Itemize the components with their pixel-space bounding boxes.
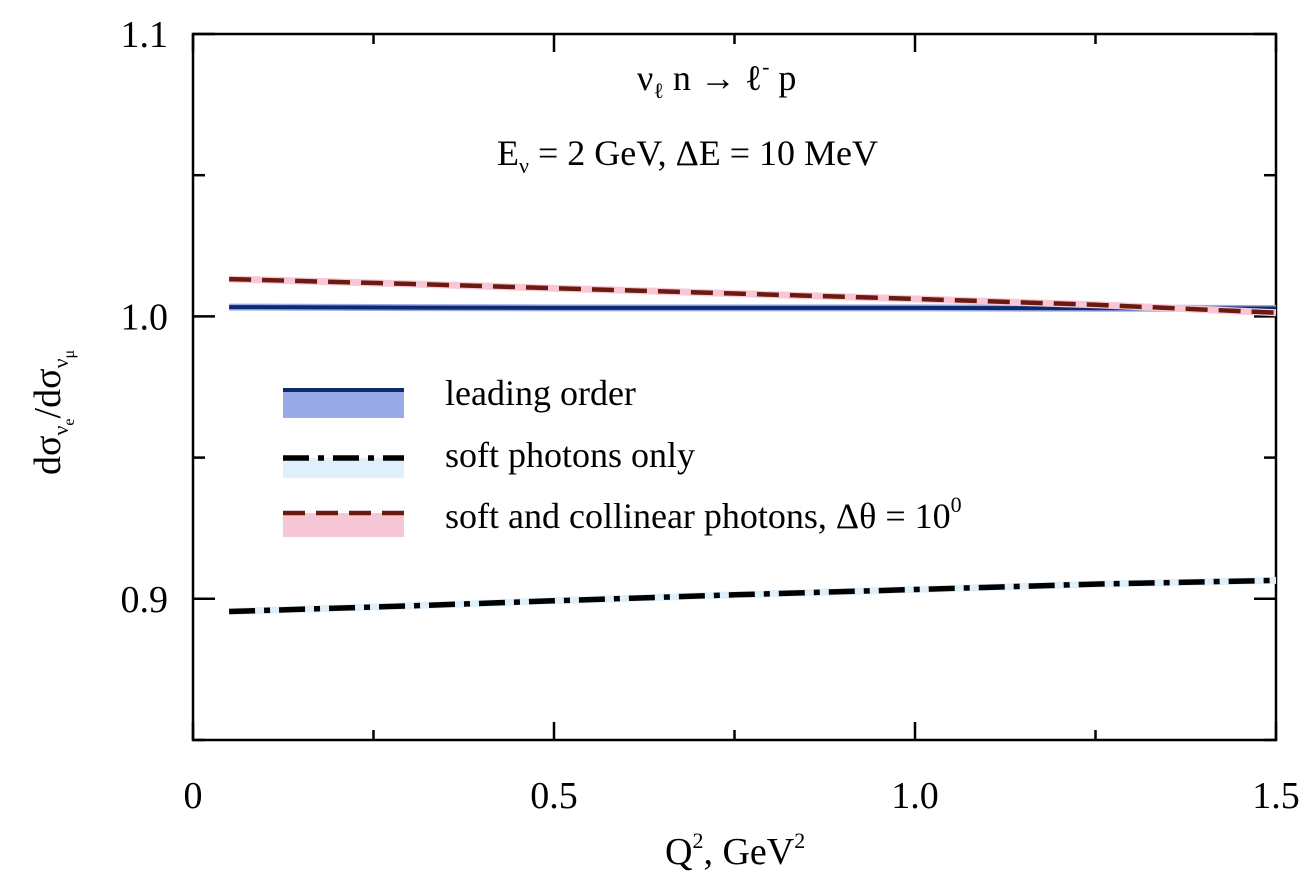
legend-band-leading-order xyxy=(283,390,404,418)
y-axis-title: dσνe/dσνμ xyxy=(27,350,78,475)
legend-band-soft-photons xyxy=(283,458,404,478)
legend-label-soft-collinear: soft and collinear photons, Δθ = 100 xyxy=(445,492,962,536)
y-tick-label: 0.9 xyxy=(121,579,169,621)
y-tick-label: 1.1 xyxy=(121,14,169,56)
energy-annotation: Eν = 2 GeV, ΔE = 10 MeV xyxy=(497,133,878,178)
x-tick-label: 0 xyxy=(184,775,203,817)
series-line-soft-and-collinear-photons xyxy=(229,276,1277,315)
reaction-annotation: νℓ n → ℓ- p xyxy=(637,54,796,103)
x-tick-label: 1.0 xyxy=(891,775,939,817)
x-axis-title: Q2, GeV2 xyxy=(665,828,805,873)
x-tick-label: 1.5 xyxy=(1252,775,1300,817)
legend-label-leading-order: leading order xyxy=(445,373,636,413)
legend-label-soft-photons: soft photons only xyxy=(445,435,695,475)
y-axis-ticks: 0.9 1.0 1.1 xyxy=(121,14,1276,742)
legend-band-soft-collinear xyxy=(283,513,404,537)
legend-entry-leading-order: leading order xyxy=(283,373,636,418)
series-line-soft-photons-only xyxy=(229,577,1277,615)
legend: leading order soft photons only soft and… xyxy=(283,373,962,537)
x-tick-label: 0.5 xyxy=(530,775,578,817)
x-axis-ticks: 0 0.5 1.0 1.5 xyxy=(184,34,1300,817)
legend-entry-soft-collinear: soft and collinear photons, Δθ = 100 xyxy=(283,492,962,537)
series-layer xyxy=(228,275,1277,615)
y-tick-label: 1.0 xyxy=(121,296,169,338)
legend-entry-soft-photons: soft photons only xyxy=(283,435,695,478)
